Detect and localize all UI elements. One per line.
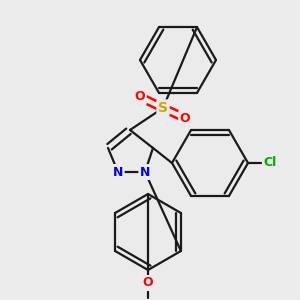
Text: O: O — [143, 277, 153, 290]
Text: Cl: Cl — [263, 157, 277, 169]
Text: N: N — [113, 166, 123, 178]
Text: O: O — [135, 91, 145, 103]
Text: O: O — [180, 112, 190, 124]
Text: N: N — [140, 166, 150, 178]
Text: S: S — [158, 101, 168, 115]
